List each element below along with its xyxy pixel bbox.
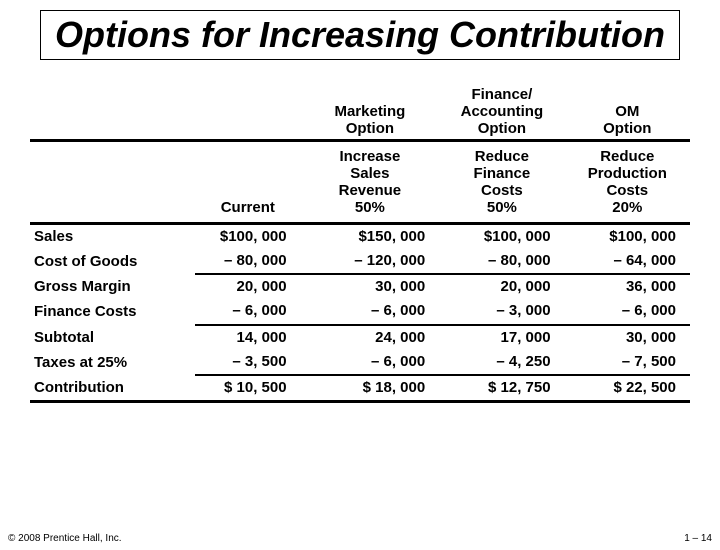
cell-om: 30, 000 (565, 325, 690, 350)
cell-current: 14, 000 (195, 325, 301, 350)
row-label: Finance Costs (30, 299, 195, 324)
cell-om: – 64, 000 (565, 249, 690, 274)
row-label: Subtotal (30, 325, 195, 350)
cell-finance: 20, 000 (439, 274, 564, 299)
table-row: Finance Costs– 6, 000– 6, 000– 3, 000– 6… (30, 299, 690, 324)
column-header: Current (195, 140, 301, 223)
column-header: ReduceProductionCosts20% (565, 140, 690, 223)
table-row: Taxes at 25%– 3, 500– 6, 000– 4, 250– 7,… (30, 350, 690, 375)
cell-marketing: 24, 000 (301, 325, 440, 350)
row-label: Cost of Goods (30, 249, 195, 274)
cell-finance: – 80, 000 (439, 249, 564, 274)
cell-finance: $100, 000 (439, 223, 564, 249)
cell-current: – 3, 500 (195, 350, 301, 375)
title-box: Options for Increasing Contribution (40, 10, 680, 60)
cell-om: – 7, 500 (565, 350, 690, 375)
cell-current: – 6, 000 (195, 299, 301, 324)
page-number: 1 – 14 (684, 533, 712, 544)
table-row: Sales$100, 000$150, 000$100, 000$100, 00… (30, 223, 690, 249)
row-label: Taxes at 25% (30, 350, 195, 375)
column-header (30, 140, 195, 223)
contribution-table: MarketingOptionFinance/AccountingOptionO… (30, 80, 690, 404)
cell-marketing: $ 18, 000 (301, 375, 440, 402)
cell-current: – 80, 000 (195, 249, 301, 274)
column-header: MarketingOption (301, 80, 440, 141)
cell-finance: – 4, 250 (439, 350, 564, 375)
column-header: IncreaseSalesRevenue50% (301, 140, 440, 223)
footer: © 2008 Prentice Hall, Inc. 1 – 14 (8, 533, 712, 544)
row-label: Gross Margin (30, 274, 195, 299)
row-label: Sales (30, 223, 195, 249)
cell-marketing: $150, 000 (301, 223, 440, 249)
row-label: Contribution (30, 375, 195, 402)
column-header: Finance/AccountingOption (439, 80, 564, 141)
table-row: Cost of Goods– 80, 000– 120, 000– 80, 00… (30, 249, 690, 274)
cell-marketing: 30, 000 (301, 274, 440, 299)
cell-om: 36, 000 (565, 274, 690, 299)
cell-marketing: – 120, 000 (301, 249, 440, 274)
cell-om: $ 22, 500 (565, 375, 690, 402)
table-row: Subtotal14, 00024, 00017, 00030, 000 (30, 325, 690, 350)
cell-marketing: – 6, 000 (301, 350, 440, 375)
cell-marketing: – 6, 000 (301, 299, 440, 324)
column-header: ReduceFinanceCosts50% (439, 140, 564, 223)
cell-finance: 17, 000 (439, 325, 564, 350)
cell-current: $100, 000 (195, 223, 301, 249)
cell-finance: – 3, 000 (439, 299, 564, 324)
copyright: © 2008 Prentice Hall, Inc. (8, 533, 122, 544)
cell-current: 20, 000 (195, 274, 301, 299)
page-title: Options for Increasing Contribution (49, 15, 671, 55)
table-row: Contribution$ 10, 500$ 18, 000$ 12, 750$… (30, 375, 690, 402)
table-row: Gross Margin20, 00030, 00020, 00036, 000 (30, 274, 690, 299)
column-header (195, 80, 301, 141)
column-header (30, 80, 195, 141)
cell-om: – 6, 000 (565, 299, 690, 324)
cell-om: $100, 000 (565, 223, 690, 249)
cell-current: $ 10, 500 (195, 375, 301, 402)
cell-finance: $ 12, 750 (439, 375, 564, 402)
column-header: OMOption (565, 80, 690, 141)
